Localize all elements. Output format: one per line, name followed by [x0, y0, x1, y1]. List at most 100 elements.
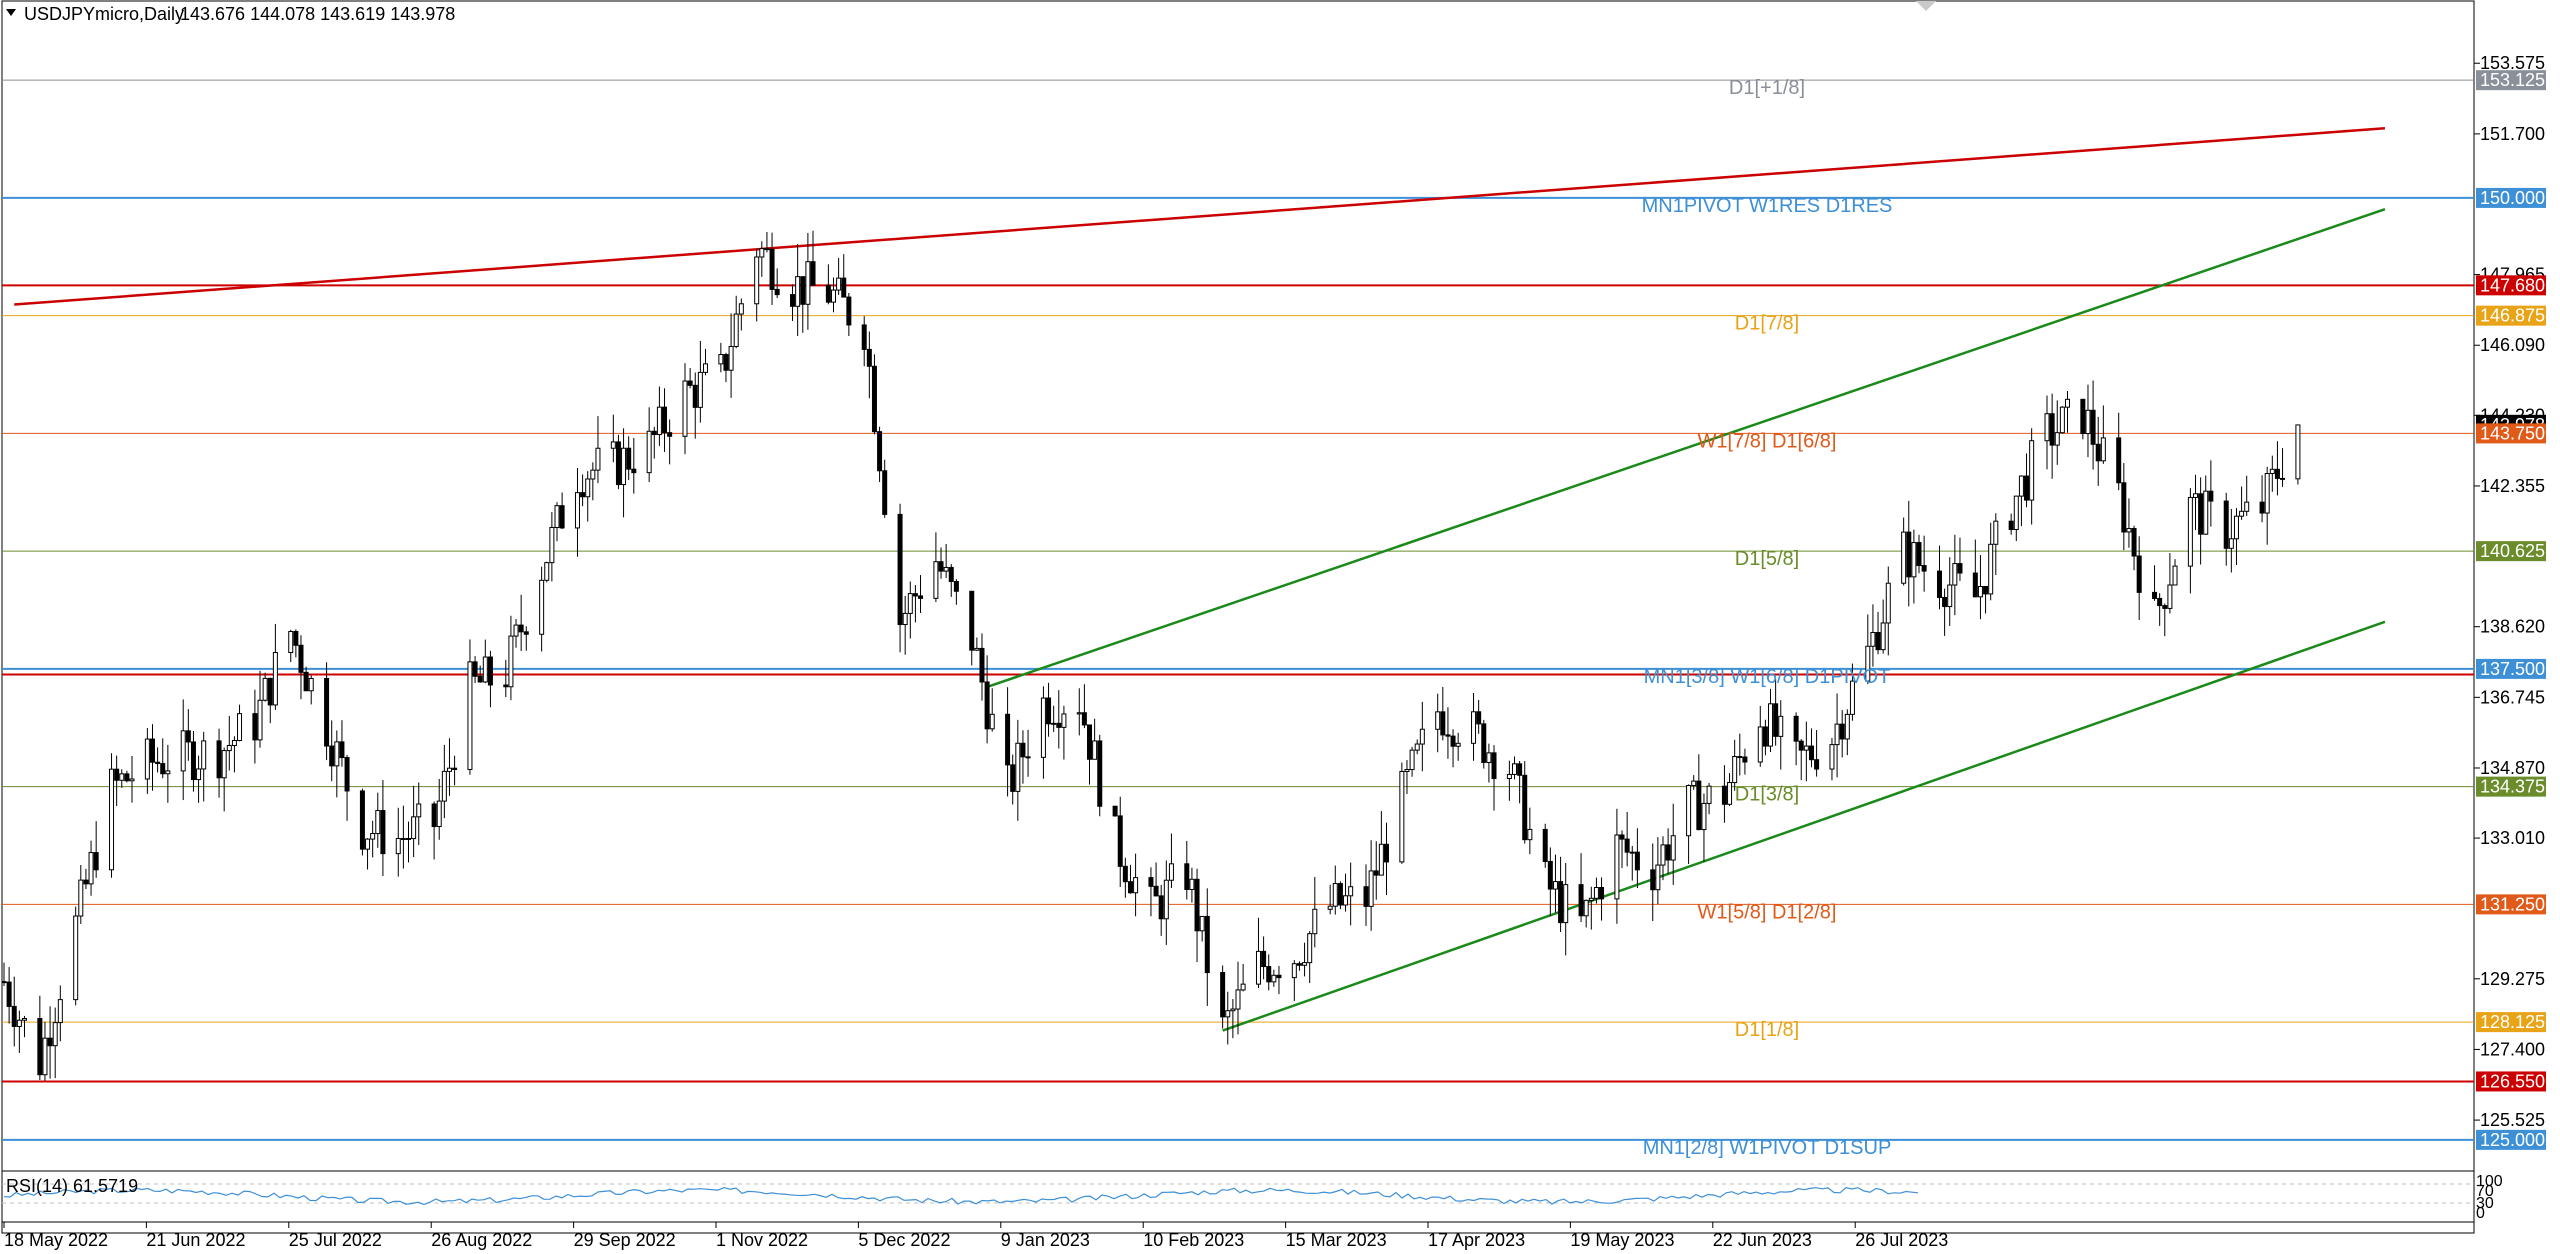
level-label-13: MN1[2/8] W1PIVOT D1SUP: [1643, 1137, 1892, 1159]
candle: [1189, 867, 1195, 903]
candle: [226, 715, 232, 771]
candle: [769, 232, 775, 305]
candle: [667, 419, 673, 465]
candle: [1875, 611, 1881, 655]
level-label-0: D1[+1/8]: [1729, 77, 1805, 99]
candle: [221, 747, 227, 812]
candle: [1798, 739, 1804, 781]
candle: [1199, 915, 1205, 942]
candle: [1255, 917, 1261, 989]
candle: [180, 699, 186, 801]
candle: [902, 595, 908, 655]
date-tick-3: 26 Aug 2022: [431, 1230, 532, 1250]
level-label-10: W1[5/8] D1[2/8]: [1698, 901, 1837, 923]
candle: [436, 778, 442, 840]
candle: [1, 962, 7, 987]
price-badge-text-1: 150.000: [2480, 188, 2545, 208]
candle: [2064, 390, 2070, 433]
candle: [1936, 545, 1942, 610]
candle: [1404, 760, 1410, 794]
candle: [1829, 737, 1835, 781]
candle: [1952, 534, 1958, 616]
candle: [938, 547, 944, 579]
candle: [2018, 475, 2024, 527]
level-label-11: D1[1/8]: [1735, 1019, 1799, 1041]
candle: [1117, 796, 1123, 888]
candle: [1025, 729, 1031, 777]
candle: [2008, 513, 2014, 535]
candle: [1552, 854, 1558, 913]
candle: [2054, 400, 2060, 465]
candle: [344, 754, 350, 821]
candle: [754, 248, 760, 322]
candle: [1629, 845, 1635, 881]
candle: [1619, 830, 1625, 869]
candle: [764, 231, 770, 253]
candle: [1691, 775, 1697, 790]
candle: [1814, 730, 1820, 777]
candle: [1158, 884, 1164, 936]
price-badge-text-6: 140.625: [2480, 541, 2545, 561]
trendline-0[interactable]: [14, 126, 2386, 306]
candle: [1511, 756, 1517, 780]
candle: [1634, 828, 1640, 889]
chart-shift-marker-icon[interactable]: [1916, 1, 1936, 11]
candle: [329, 720, 335, 782]
candle: [2208, 460, 2214, 527]
date-tick-11: 19 May 2023: [1570, 1230, 1674, 1250]
candle: [1296, 961, 1302, 971]
candle: [2223, 492, 2229, 566]
candle: [477, 665, 483, 683]
price-badges: 153.125150.000147.680146.875143.978143.7…: [2476, 70, 2546, 1150]
candle: [810, 230, 816, 286]
candle: [738, 298, 744, 331]
candle: [1993, 513, 1999, 576]
candle: [1015, 719, 1021, 821]
candle: [1127, 864, 1133, 894]
candle: [682, 363, 688, 455]
candle: [918, 575, 924, 613]
candle: [790, 284, 796, 321]
trendline-2[interactable]: [1222, 620, 2386, 1032]
candle: [662, 388, 668, 452]
candle: [1839, 710, 1845, 758]
candle: [1977, 555, 1983, 620]
candle: [1757, 705, 1763, 767]
candle: [1593, 877, 1599, 904]
trendline-1[interactable]: [986, 208, 2386, 689]
candle: [554, 502, 560, 542]
rsi-scale-0: 0: [2476, 1205, 2485, 1222]
candle: [1476, 699, 1482, 734]
candle: [2264, 466, 2270, 545]
level-label-1: MN1PIVOT W1RES D1RES: [1642, 195, 1893, 217]
candle: [1440, 686, 1446, 741]
candle: [1563, 863, 1569, 956]
candle: [1204, 888, 1210, 1006]
candle: [375, 792, 381, 848]
candle: [1988, 522, 1994, 601]
candle: [431, 801, 437, 860]
candle: [339, 720, 345, 767]
candle: [2157, 593, 2163, 626]
ohlc-values: 143.676 144.078 143.619 143.978: [180, 4, 455, 24]
candle: [523, 626, 529, 651]
candle: [866, 331, 872, 399]
dropdown-triangle-icon[interactable]: [6, 9, 16, 16]
candle: [1409, 746, 1415, 777]
candle: [334, 730, 340, 798]
candle: [518, 594, 524, 652]
candle: [231, 736, 237, 773]
candle: [324, 662, 330, 761]
price-badge-text-10: 131.250: [2480, 894, 2545, 914]
candle: [1455, 732, 1461, 761]
rsi-scale-100: 100: [2476, 1173, 2503, 1190]
candle: [1942, 588, 1948, 636]
candle: [1220, 965, 1226, 1029]
price-tick-3: 146.090: [2480, 335, 2545, 355]
candle: [559, 492, 565, 530]
candle: [190, 730, 196, 792]
trendlines[interactable]: [14, 126, 2386, 1032]
candle: [1414, 739, 1420, 755]
candle: [1650, 843, 1656, 922]
